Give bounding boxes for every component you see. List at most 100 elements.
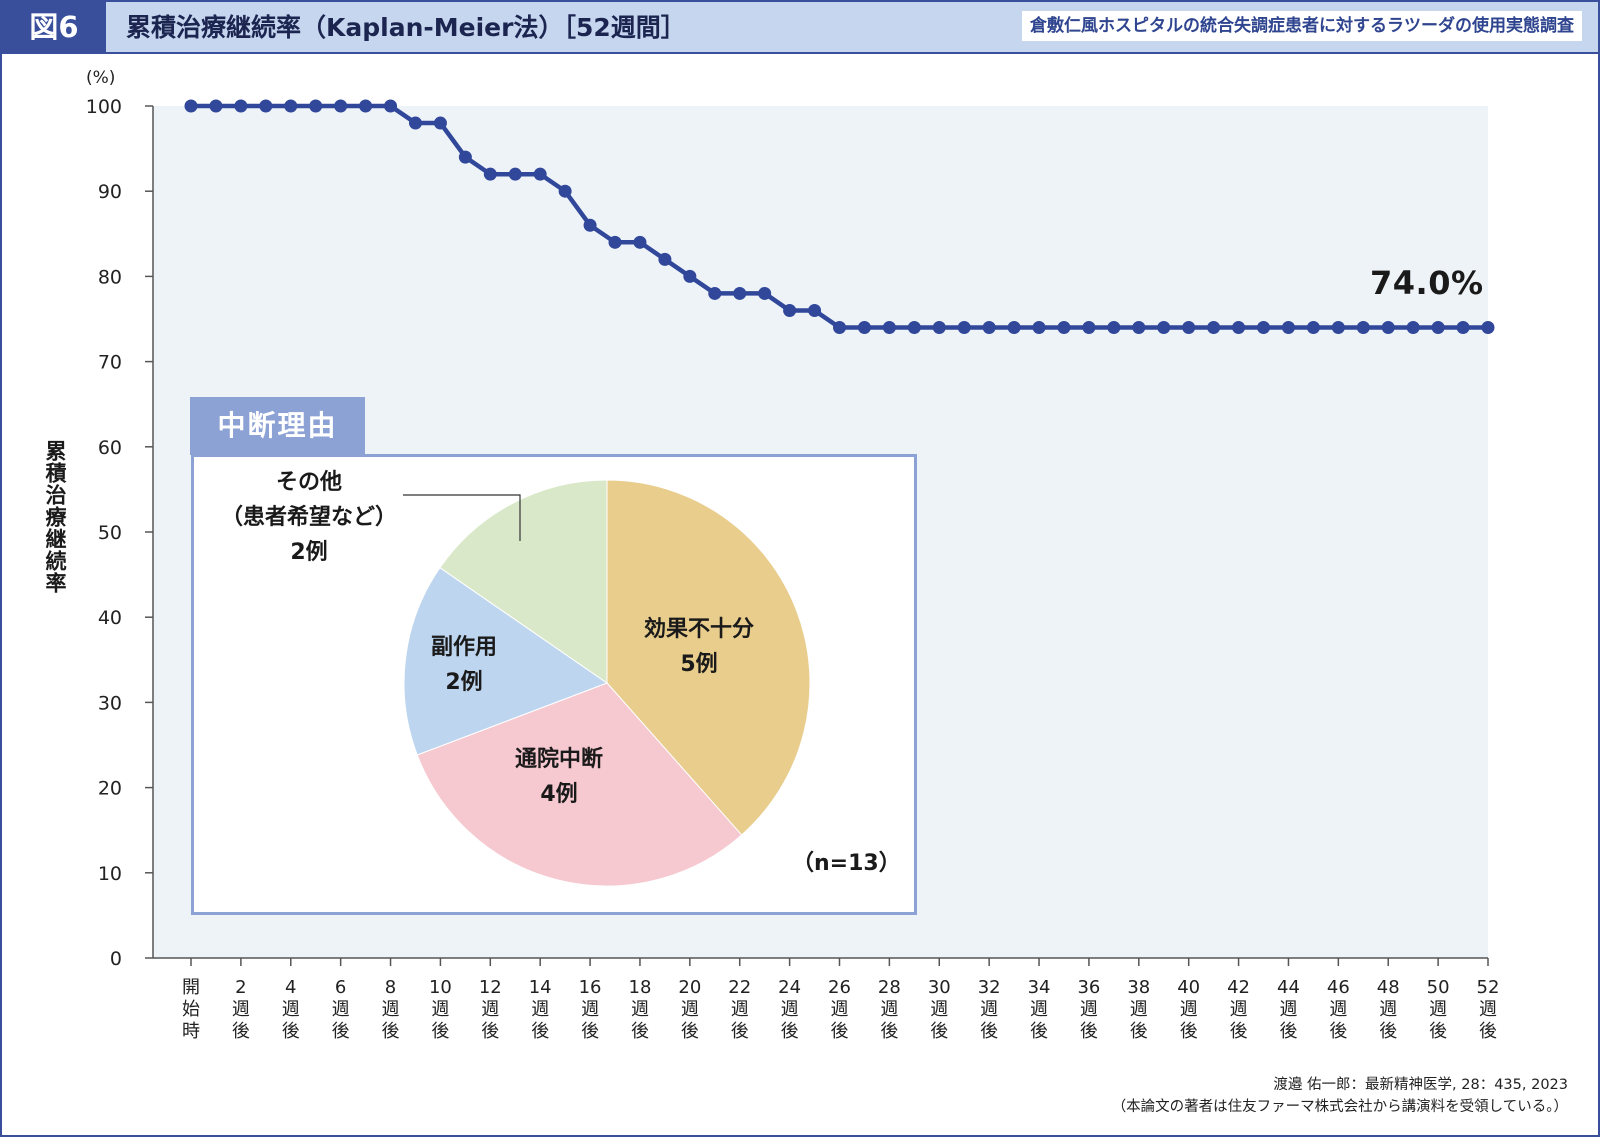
km-point-week-34: [1032, 321, 1046, 335]
x-tick-label-28: 28 週後: [878, 977, 901, 1042]
km-point-week-35: [1057, 321, 1071, 335]
x-tick-label-50: 50 週後: [1427, 977, 1450, 1042]
km-point-week-7: [359, 99, 373, 113]
pie-label-other: その他 （患者希望など） 2例: [204, 465, 414, 570]
pie-label-other-sublabel: （患者希望など）: [220, 505, 397, 530]
x-tick-label-14: 14 週後: [529, 977, 552, 1042]
source-line-2: （本論文の著者は住友ファーマ株式会社から講演料を受領している。）: [1111, 1099, 1568, 1115]
km-point-week-41: [1207, 321, 1221, 335]
source-line-1: 渡邉 佑一郎：最新精神医学, 28：435, 2023: [1273, 1077, 1568, 1093]
km-point-week-3: [259, 99, 273, 113]
km-point-week-36: [1082, 321, 1096, 335]
km-point-week-11: [458, 150, 472, 164]
x-tick-label-20: 20 週後: [678, 977, 701, 1042]
km-point-week-20: [683, 269, 697, 283]
x-tick-label-38: 38 週後: [1127, 977, 1150, 1042]
km-point-week-43: [1257, 321, 1271, 335]
km-point-week-21: [708, 286, 722, 300]
km-point-week-24: [783, 303, 797, 317]
pie-label-efficacy-name: 効果不十分: [643, 617, 754, 642]
x-tick-label-10: 10 週後: [429, 977, 452, 1042]
x-tick-label-44: 44 週後: [1277, 977, 1300, 1042]
pie-title-tab: 中断理由: [190, 397, 365, 455]
pie-slice-dropout: [416, 682, 743, 887]
x-tick-label-36: 36 週後: [1077, 977, 1100, 1042]
pie-label-dropout-name: 通院中断: [514, 747, 603, 772]
km-point-week-51: [1456, 321, 1470, 335]
y-axis-label: 累積治療継続率: [43, 440, 67, 594]
y-tick-label-60: 60: [98, 437, 122, 459]
x-tick-label-0: 開始時: [182, 977, 200, 1042]
pie-leader-line-other: [403, 494, 521, 541]
km-point-week-19: [658, 252, 672, 266]
km-point-week-48: [1381, 321, 1395, 335]
km-point-week-30: [932, 321, 946, 335]
x-tick-label-30: 30 週後: [928, 977, 951, 1042]
km-point-week-10: [433, 116, 447, 130]
figure-header: 図6 累積治療継続率（Kaplan-Meier法）［52週間］ 倉敷仁風ホスピタ…: [2, 2, 1598, 54]
km-point-week-52: [1481, 321, 1495, 335]
x-tick-label-2: 2 週後: [232, 977, 250, 1042]
x-tick-label-26: 26 週後: [828, 977, 851, 1042]
km-point-week-47: [1356, 321, 1370, 335]
y-tick-label-20: 20: [98, 778, 122, 800]
chart-subtitle: 倉敷仁風ホスピタルの統合失調症患者に対するラツーダの使用実態調査: [1022, 11, 1582, 41]
pie-slice-other: [439, 479, 608, 684]
pie-label-dropout: 通院中断 4例: [479, 742, 639, 812]
y-tick-label-70: 70: [98, 352, 122, 374]
km-point-week-5: [309, 99, 323, 113]
y-tick-label-0: 0: [110, 948, 122, 970]
y-axis-unit: (%): [86, 68, 116, 88]
km-point-week-22: [733, 286, 747, 300]
pie-label-side-effect-name: 副作用: [430, 635, 497, 660]
x-tick-label-18: 18 週後: [629, 977, 652, 1042]
pie-chart: [403, 479, 811, 887]
km-point-week-15: [558, 184, 572, 198]
y-tick-label-30: 30: [98, 692, 122, 714]
pie-label-efficacy-count: 5例: [680, 652, 718, 677]
km-point-week-38: [1132, 321, 1146, 335]
pie-label-side-effect: 副作用 2例: [404, 630, 524, 700]
km-point-week-17: [608, 235, 622, 249]
km-point-week-33: [1007, 321, 1021, 335]
km-point-week-44: [1281, 321, 1295, 335]
x-tick-label-6: 6 週後: [332, 977, 350, 1042]
km-point-week-8: [384, 99, 398, 113]
km-point-week-39: [1157, 321, 1171, 335]
y-tick-label-80: 80: [98, 266, 122, 288]
km-point-week-16: [583, 218, 597, 232]
km-point-week-9: [408, 116, 422, 130]
y-tick-label-50: 50: [98, 522, 122, 544]
pie-slice-efficacy: [606, 479, 811, 836]
km-point-week-1: [209, 99, 223, 113]
km-point-week-4: [284, 99, 298, 113]
x-tick-label-12: 12 週後: [479, 977, 502, 1042]
x-tick-label-32: 32 週後: [978, 977, 1001, 1042]
pie-label-side-effect-count: 2例: [445, 670, 483, 695]
km-point-week-26: [833, 321, 846, 335]
km-point-week-42: [1232, 321, 1246, 335]
km-point-week-49: [1406, 321, 1420, 335]
x-tick-label-24: 24 週後: [778, 977, 801, 1042]
km-point-week-2: [234, 99, 248, 113]
x-tick-label-4: 4 週後: [282, 977, 300, 1042]
final-value-annotation: 74.0%: [1370, 264, 1484, 302]
pie-label-efficacy: 効果不十分 5例: [614, 612, 784, 682]
pie-label-other-name: その他: [275, 470, 342, 495]
pie-panel: 効果不十分 5例 通院中断 4例 副作用 2例 その他 （患者希望など） 2例 …: [191, 454, 917, 915]
x-tick-label-42: 42 週後: [1227, 977, 1250, 1042]
km-point-week-46: [1331, 321, 1345, 335]
km-point-week-28: [882, 321, 896, 335]
pie-label-dropout-count: 4例: [540, 782, 578, 807]
x-tick-label-22: 22 週後: [728, 977, 751, 1042]
y-tick-label-40: 40: [98, 607, 122, 629]
figure-number: 図6: [2, 2, 106, 52]
km-point-week-37: [1107, 321, 1121, 335]
km-point-week-31: [957, 321, 971, 335]
km-point-week-45: [1306, 321, 1320, 335]
x-tick-label-34: 34 週後: [1028, 977, 1051, 1042]
x-tick-label-16: 16 週後: [579, 977, 602, 1042]
km-point-week-29: [907, 321, 921, 335]
chart-title: 累積治療継続率（Kaplan-Meier法）［52週間］: [126, 13, 686, 42]
y-tick-label-10: 10: [98, 863, 122, 885]
